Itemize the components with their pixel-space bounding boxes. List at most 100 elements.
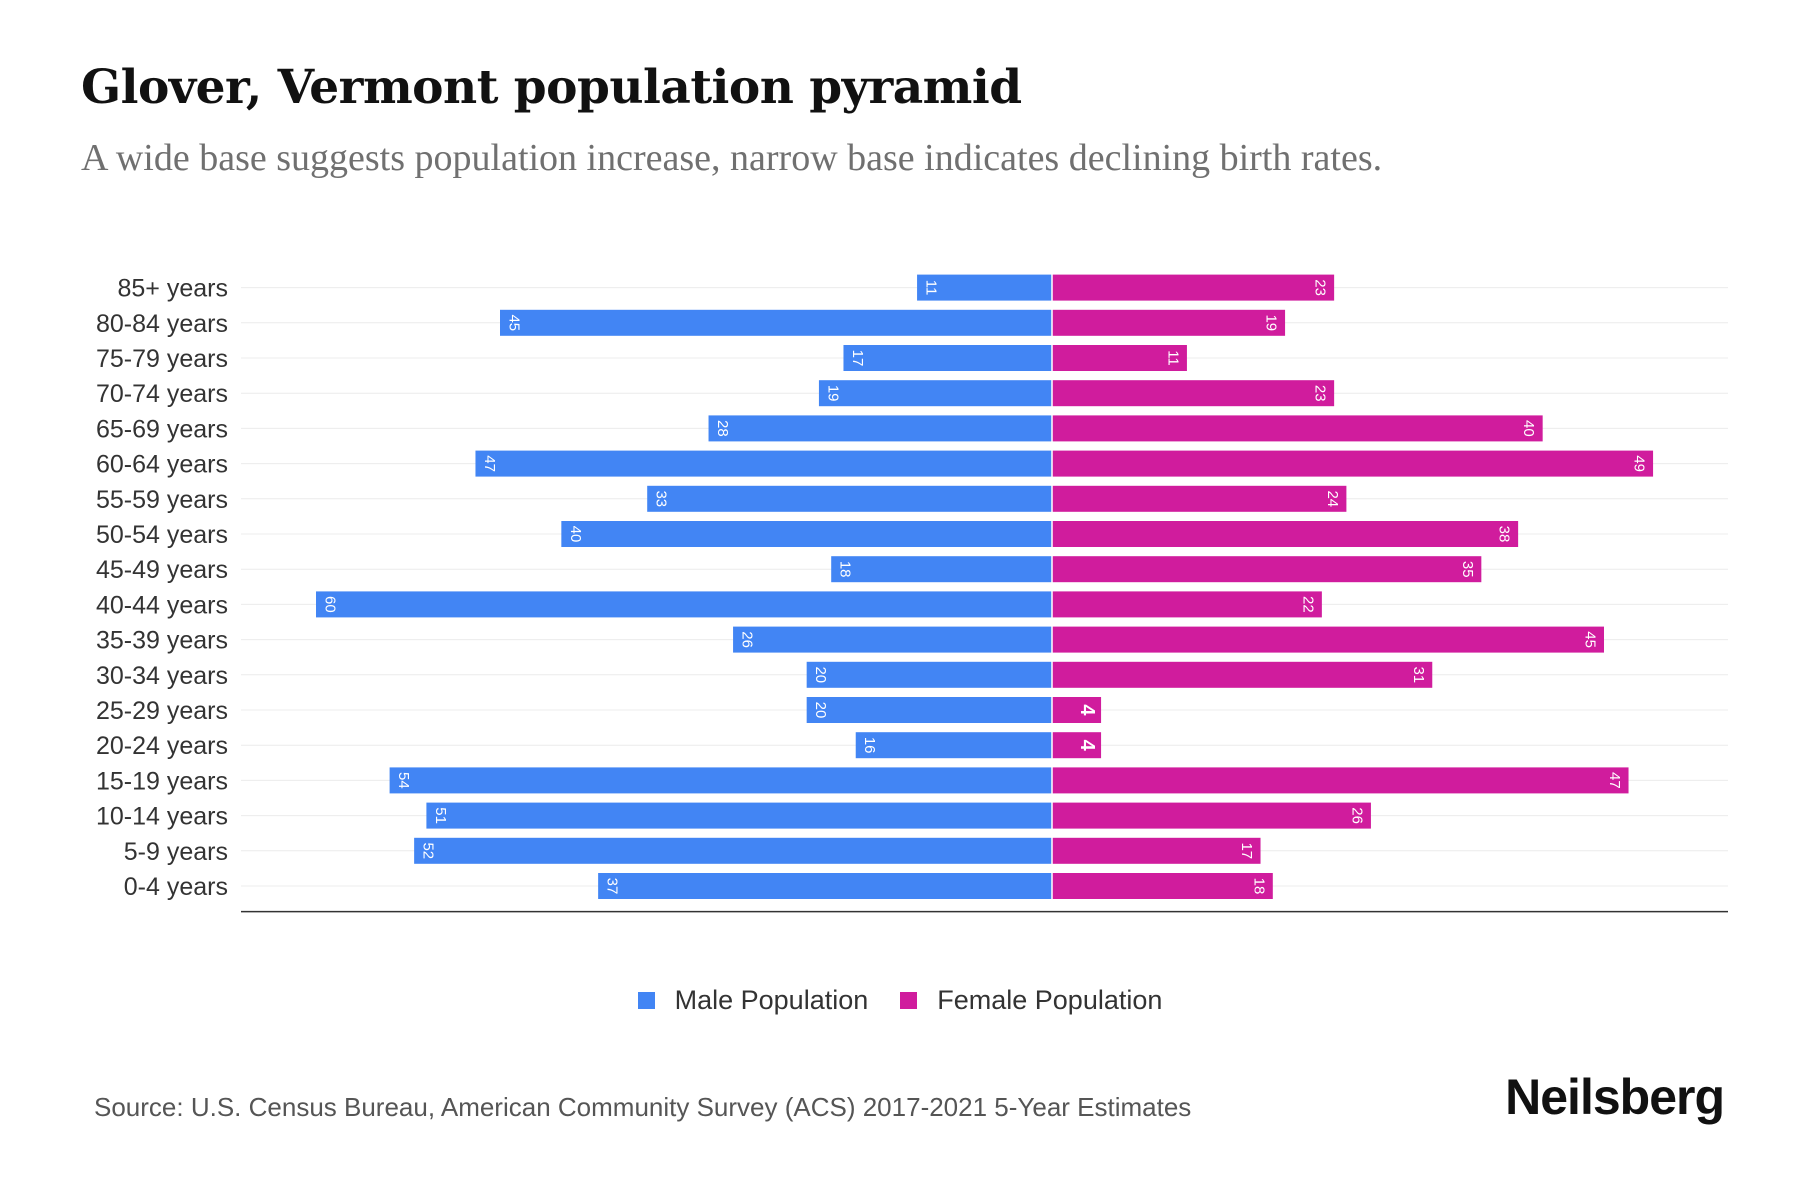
female-value-label: 4 xyxy=(1076,740,1098,752)
chart-subtitle: A wide base suggests population increase… xyxy=(81,137,1383,179)
male-value-label: 18 xyxy=(837,561,854,578)
male-value-label: 28 xyxy=(714,420,731,437)
male-bar xyxy=(389,767,1053,794)
female-bar xyxy=(1052,591,1322,618)
male-value-label: 16 xyxy=(861,737,878,754)
category-label: 80-84 years xyxy=(96,310,228,338)
male-bar xyxy=(806,697,1052,723)
male-value-label: 20 xyxy=(812,666,829,683)
chart-legend: Male Population Female Population xyxy=(0,985,1800,1016)
female-value-label: 40 xyxy=(1520,420,1537,437)
population-pyramid-chart: 85+ years 11 23 80-84 years 45 19 75-79 years 1… xyxy=(95,274,1728,913)
category-label: 20-24 years xyxy=(96,732,228,760)
category-label: 15-19 years xyxy=(96,767,228,795)
female-bar xyxy=(1052,274,1335,301)
chart-title: Glover, Vermont population pyramid xyxy=(81,60,1022,115)
female-bar xyxy=(1052,309,1286,336)
legend-label-male: Male Population xyxy=(674,985,869,1015)
female-bar xyxy=(1052,415,1543,442)
female-value-label: 31 xyxy=(1410,666,1427,683)
female-value-label: 18 xyxy=(1250,878,1267,895)
female-bar xyxy=(1052,732,1102,759)
category-label: 10-14 years xyxy=(96,803,228,831)
category-label: 5-9 years xyxy=(124,838,228,866)
male-bar xyxy=(855,732,1052,759)
male-value-label: 33 xyxy=(653,490,670,507)
category-label: 70-74 years xyxy=(96,380,228,408)
male-bar xyxy=(843,345,1052,371)
female-value-label: 49 xyxy=(1631,455,1648,472)
male-value-label: 19 xyxy=(824,385,841,402)
male-bar xyxy=(426,802,1052,829)
category-label: 60-64 years xyxy=(96,451,228,479)
female-bar xyxy=(1052,380,1335,407)
male-value-label: 20 xyxy=(812,702,829,719)
source-note: Source: U.S. Census Bureau, American Com… xyxy=(94,1092,1192,1122)
category-label: 25-29 years xyxy=(96,697,228,725)
male-bar xyxy=(818,380,1052,407)
female-bar xyxy=(1052,450,1654,477)
female-bar xyxy=(1052,697,1102,723)
female-value-label: 17 xyxy=(1238,842,1255,859)
category-label: 45-49 years xyxy=(96,556,228,584)
male-bar xyxy=(414,837,1053,864)
male-bar xyxy=(806,661,1052,688)
female-value-label: 22 xyxy=(1299,596,1316,613)
legend-label-female: Female Population xyxy=(937,985,1163,1015)
female-value-label: 45 xyxy=(1582,631,1599,648)
category-label: 40-44 years xyxy=(96,591,228,619)
male-value-label: 11 xyxy=(923,280,940,296)
category-label: 30-34 years xyxy=(96,662,228,690)
male-value-label: 54 xyxy=(395,772,412,789)
category-label: 55-59 years xyxy=(96,486,228,514)
female-value-label: 24 xyxy=(1324,490,1341,507)
female-bar xyxy=(1052,345,1187,371)
male-bar xyxy=(831,556,1052,583)
male-value-label: 51 xyxy=(432,807,449,824)
female-value-label: 4 xyxy=(1076,704,1098,716)
female-bar xyxy=(1052,485,1347,512)
category-label: 85+ years xyxy=(118,275,229,303)
legend-swatch-male xyxy=(637,992,655,1009)
male-value-label: 60 xyxy=(322,596,339,613)
male-value-label: 40 xyxy=(567,526,584,543)
female-value-label: 23 xyxy=(1312,385,1329,402)
female-value-label: 47 xyxy=(1606,772,1623,789)
legend-swatch-female xyxy=(900,992,918,1009)
male-bar xyxy=(598,873,1052,899)
male-bar xyxy=(316,591,1052,618)
female-value-label: 26 xyxy=(1348,807,1365,824)
female-bar xyxy=(1052,556,1482,583)
female-value-label: 38 xyxy=(1496,526,1513,543)
female-value-label: 23 xyxy=(1312,279,1329,296)
category-label: 75-79 years xyxy=(96,345,228,373)
female-value-label: 19 xyxy=(1263,314,1280,331)
male-value-label: 45 xyxy=(506,314,523,331)
male-value-label: 37 xyxy=(604,878,621,895)
category-label: 65-69 years xyxy=(96,415,228,443)
male-value-label: 17 xyxy=(849,350,866,367)
male-bar xyxy=(647,485,1052,512)
male-bar xyxy=(561,521,1052,547)
male-value-label: 47 xyxy=(481,455,498,472)
female-bar xyxy=(1052,767,1629,794)
male-bar xyxy=(733,626,1052,653)
male-bar xyxy=(917,274,1052,301)
category-label: 50-54 years xyxy=(96,521,228,549)
female-bar xyxy=(1052,873,1273,899)
female-bar xyxy=(1052,802,1371,829)
male-bar xyxy=(708,415,1052,442)
female-bar xyxy=(1052,837,1261,864)
female-value-label: 35 xyxy=(1459,561,1476,578)
male-bar xyxy=(500,309,1052,336)
category-label: 0-4 years xyxy=(124,873,228,901)
male-value-label: 52 xyxy=(420,842,437,859)
brand-logo: Neilsberg xyxy=(1505,1069,1725,1125)
female-bar xyxy=(1052,626,1604,653)
female-bar xyxy=(1052,521,1519,547)
male-value-label: 26 xyxy=(739,631,756,648)
legend-item-male: Male Population xyxy=(637,985,869,1016)
male-bar xyxy=(475,450,1052,477)
legend-item-female: Female Population xyxy=(900,985,1162,1016)
category-label: 35-39 years xyxy=(96,627,228,655)
